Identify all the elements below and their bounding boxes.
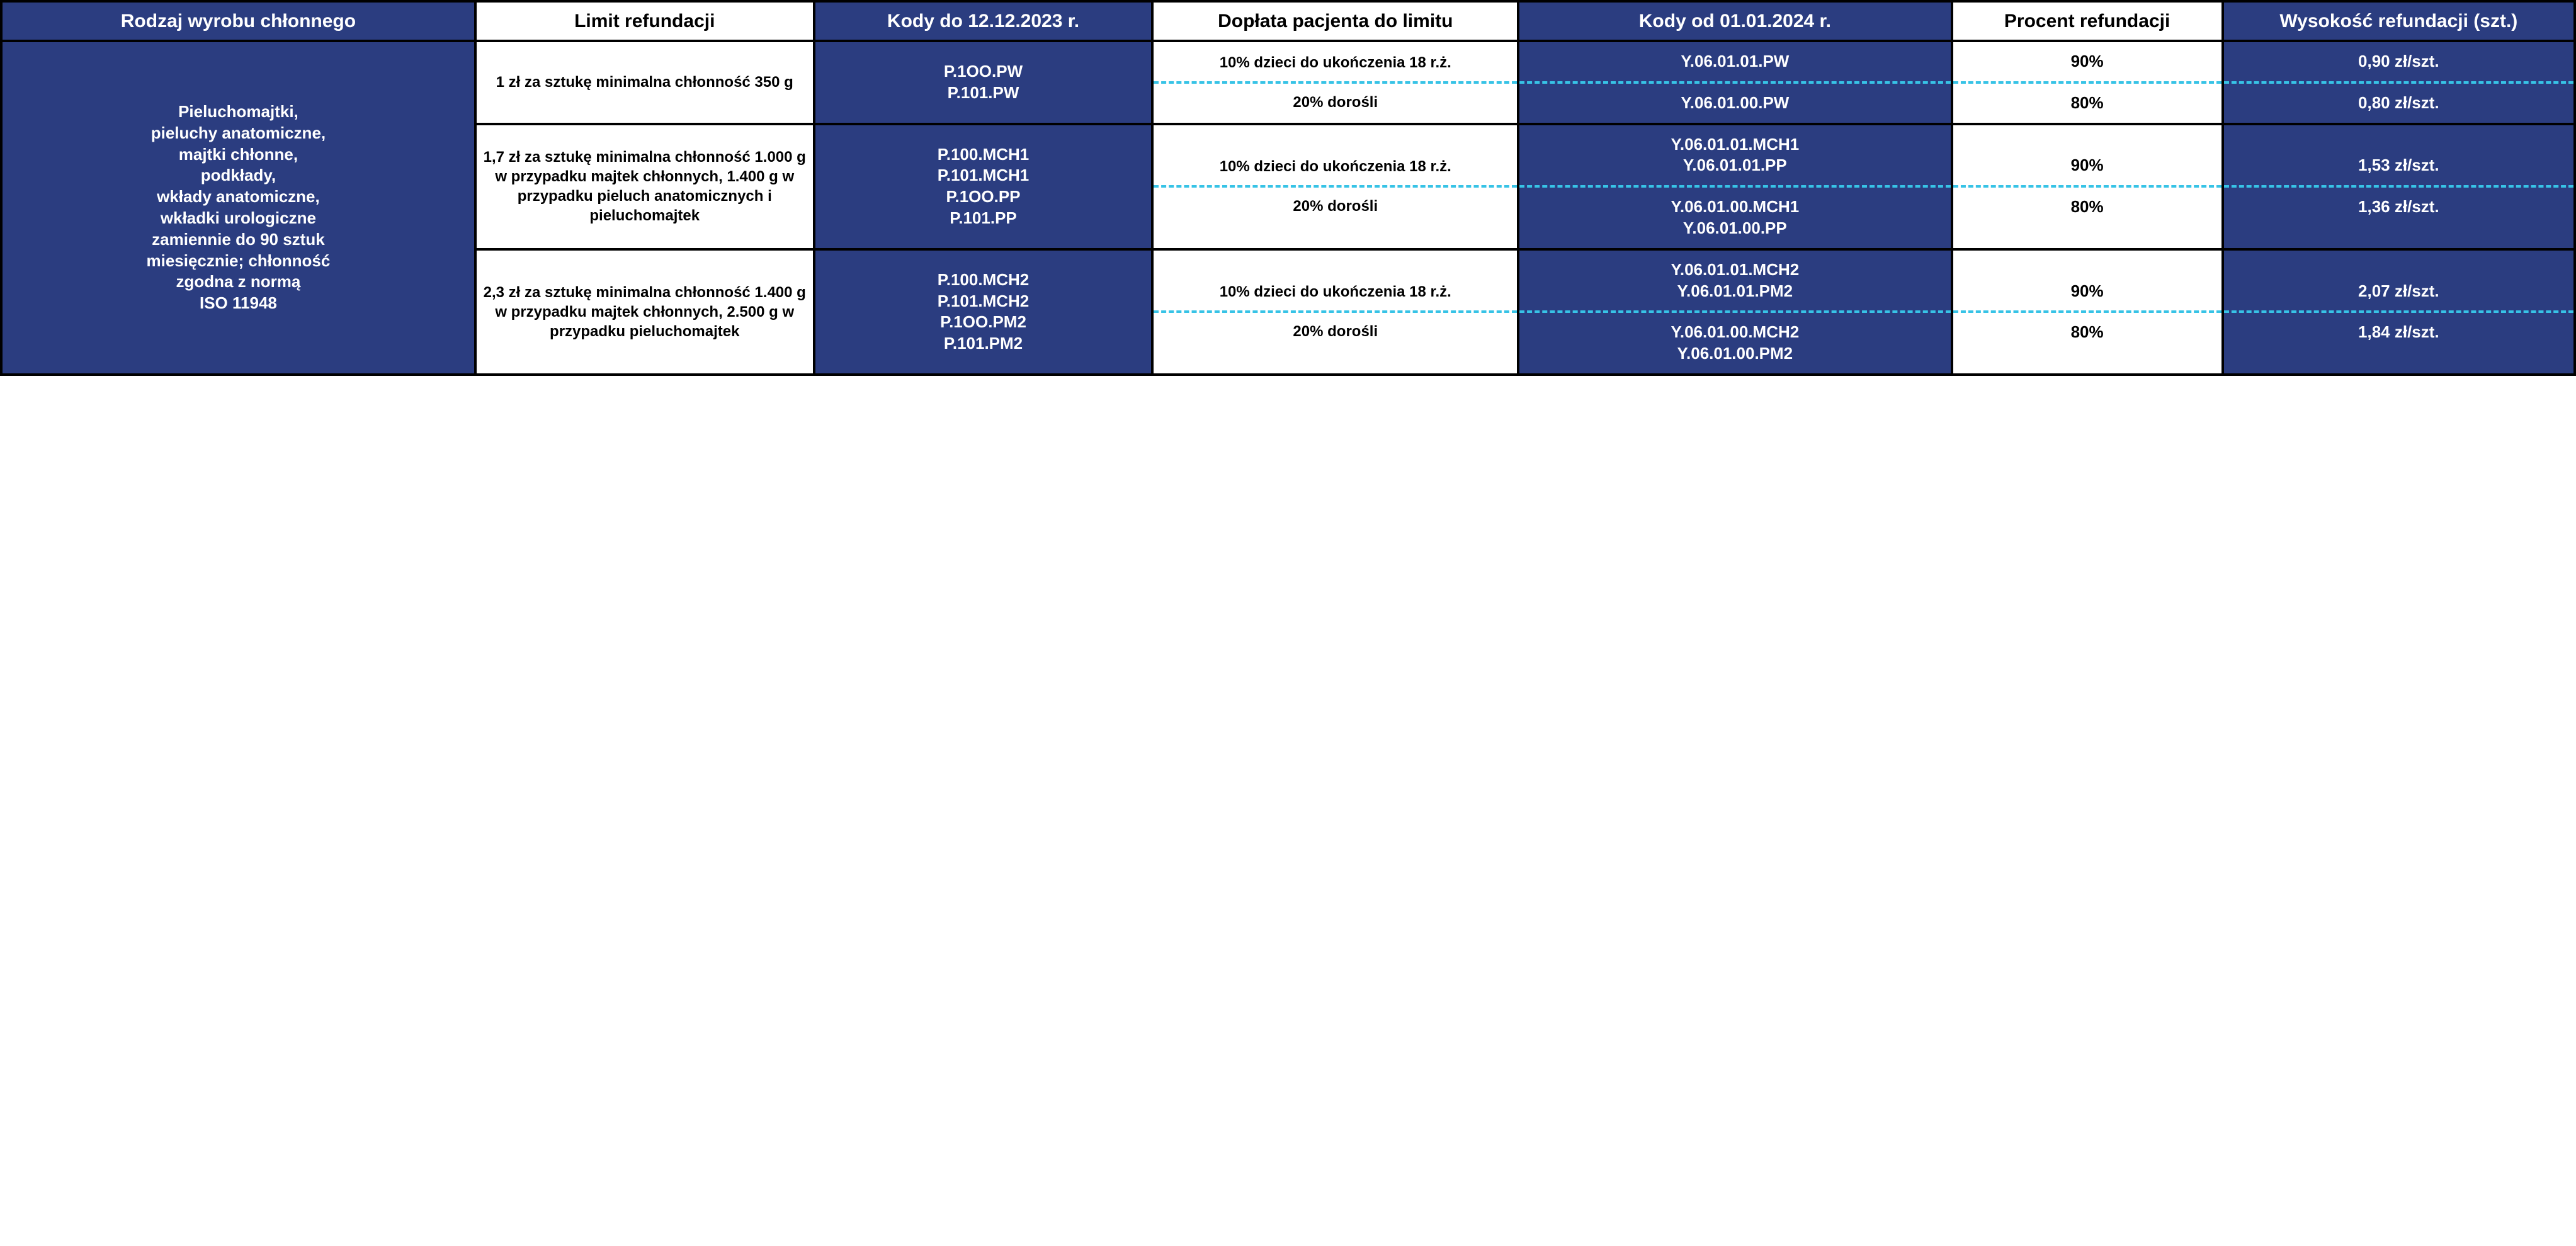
limit-cell: 2,3 zł za sztukę minimalna chłonność 1.4… — [475, 249, 814, 375]
split-cell: Y.06.01.01.PWY.06.01.00.PW — [1518, 41, 1951, 124]
col-limit: Limit refundacji — [475, 1, 814, 41]
split-cell: 2,07 zł/szt.1,84 zł/szt. — [2223, 249, 2575, 375]
rodzaj-cell: Pieluchomajtki,pieluchy anatomiczne,majt… — [1, 41, 475, 375]
limit-cell: 1 zł za sztukę minimalna chłonność 350 g — [475, 41, 814, 124]
split-cell: 90%80% — [1952, 249, 2223, 375]
split-cell: Y.06.01.01.MCH2Y.06.01.01.PM2Y.06.01.00.… — [1518, 249, 1951, 375]
col-wysokosc: Wysokość refundacji (szt.) — [2223, 1, 2575, 41]
col-procent: Procent refundacji — [1952, 1, 2223, 41]
col-rodzaj: Rodzaj wyrobu chłonnego — [1, 1, 475, 41]
split-cell: 90%80% — [1952, 124, 2223, 249]
col-doplata: Dopłata pacjenta do limitu — [1152, 1, 1518, 41]
kody-do-cell: P.100.MCH1P.101.MCH1P.1OO.PPP.101.PP — [814, 124, 1153, 249]
split-cell: 10% dzieci do ukończenia 18 r.ż.20% doro… — [1152, 249, 1518, 375]
split-cell: 10% dzieci do ukończenia 18 r.ż.20% doro… — [1152, 41, 1518, 124]
split-cell: 0,90 zł/szt.0,80 zł/szt. — [2223, 41, 2575, 124]
split-cell: Y.06.01.01.MCH1Y.06.01.01.PPY.06.01.00.M… — [1518, 124, 1951, 249]
refund-table: Rodzaj wyrobu chłonnego Limit refundacji… — [0, 0, 2576, 376]
kody-do-cell: P.1OO.PWP.101.PW — [814, 41, 1153, 124]
table-row: Pieluchomajtki,pieluchy anatomiczne,majt… — [1, 41, 2575, 124]
split-cell: 10% dzieci do ukończenia 18 r.ż.20% doro… — [1152, 124, 1518, 249]
col-kody-od: Kody od 01.01.2024 r. — [1518, 1, 1951, 41]
limit-cell: 1,7 zł za sztukę minimalna chłonność 1.0… — [475, 124, 814, 249]
kody-do-cell: P.100.MCH2P.101.MCH2P.1OO.PM2P.101.PM2 — [814, 249, 1153, 375]
split-cell: 1,53 zł/szt.1,36 zł/szt. — [2223, 124, 2575, 249]
col-kody-do: Kody do 12.12.2023 r. — [814, 1, 1153, 41]
table-body: Pieluchomajtki,pieluchy anatomiczne,majt… — [1, 41, 2575, 375]
table-header-row: Rodzaj wyrobu chłonnego Limit refundacji… — [1, 1, 2575, 41]
split-cell: 90%80% — [1952, 41, 2223, 124]
